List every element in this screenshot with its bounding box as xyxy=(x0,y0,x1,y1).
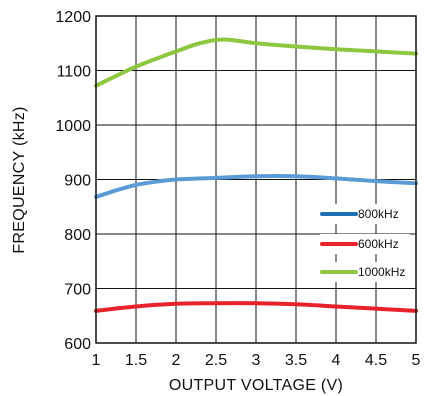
y-tick-label: 1000 xyxy=(55,118,91,135)
series-line-1000khz xyxy=(94,37,418,88)
y-tick-label: 600 xyxy=(64,336,91,353)
y-tick-label: 700 xyxy=(64,282,91,299)
series-line-800khz xyxy=(94,173,418,199)
legend-entry-background xyxy=(320,204,410,224)
y-tick-label: 800 xyxy=(64,227,91,244)
x-tick-label: 5 xyxy=(412,352,421,369)
plot-frame xyxy=(95,15,417,344)
x-tick-label: 1.5 xyxy=(125,352,147,369)
tick-labels: 1 1.5 2 2.5 3 3.5 4 4.5 5 600 700 800 900 1000 1100 120… xyxy=(55,9,420,369)
x-tick-label: 1 xyxy=(92,352,101,369)
legend-entry-background xyxy=(320,234,410,254)
legend-entry-background xyxy=(320,262,410,282)
legend-label-600khz: 600kHz xyxy=(358,237,399,251)
y-tick-label: 900 xyxy=(64,173,91,190)
y-axis-title: FREQUENCY (kHz) xyxy=(11,106,28,253)
series-line-600khz xyxy=(94,301,418,313)
x-tick-label: 3.5 xyxy=(285,352,307,369)
y-tick-label: 1200 xyxy=(55,9,91,26)
x-axis-title: OUTPUT VOLTAGE (V) xyxy=(169,377,343,394)
legend-label-1000khz: 1000kHz xyxy=(358,265,405,279)
legend-label-800khz: 800kHz xyxy=(358,207,399,221)
series-lines xyxy=(94,37,418,313)
x-tick-label: 4 xyxy=(332,352,341,369)
x-tick-label: 4.5 xyxy=(365,352,387,369)
legend: 800kHz 600kHz 1000kHz xyxy=(320,204,410,282)
x-tick-label: 2 xyxy=(172,352,181,369)
x-tick-label: 2.5 xyxy=(205,352,227,369)
y-tick-label: 1100 xyxy=(57,64,92,81)
x-tick-label: 3 xyxy=(252,352,261,369)
